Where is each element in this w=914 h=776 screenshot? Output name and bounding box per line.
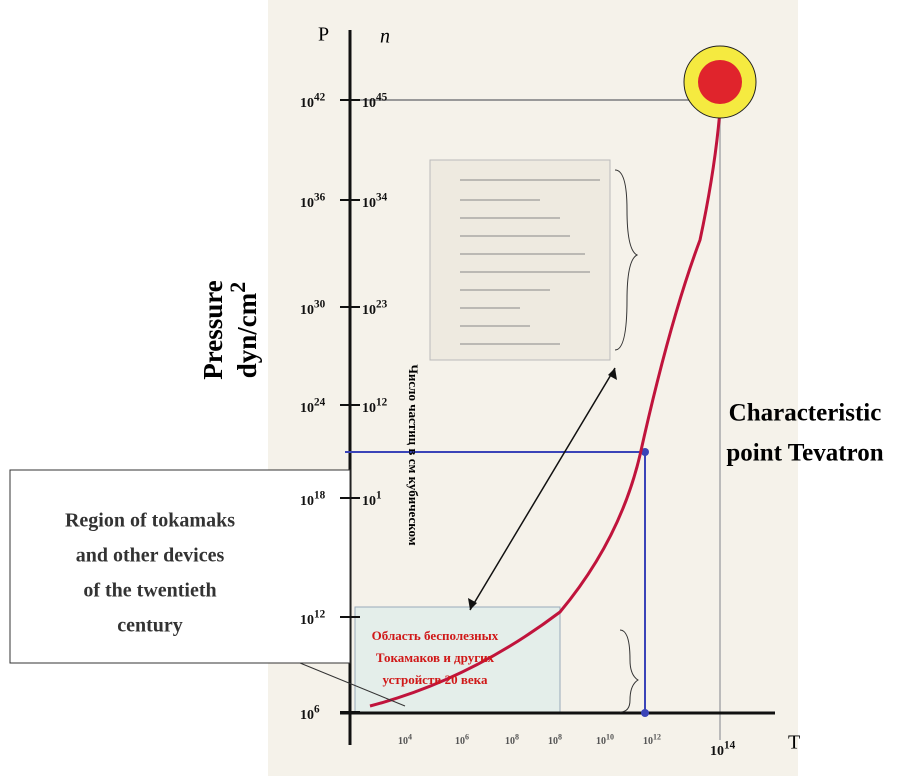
base: 10 bbox=[300, 96, 314, 111]
power-label: 106 bbox=[300, 703, 320, 723]
arrow-head bbox=[608, 368, 617, 380]
pointer-line bbox=[299, 662, 406, 707]
base: 10 bbox=[300, 494, 314, 509]
vertical-ru: Число частиц в см кубическом bbox=[406, 364, 421, 545]
power-label: 1024 bbox=[300, 396, 326, 416]
base: 10 bbox=[596, 736, 606, 747]
region-text: century bbox=[117, 615, 183, 637]
arrow-head bbox=[468, 598, 477, 610]
exponent: 42 bbox=[314, 91, 326, 103]
power-label: 1034 bbox=[362, 191, 388, 211]
tokamak-region bbox=[354, 606, 561, 713]
curve bbox=[369, 109, 722, 708]
exponent: 4 bbox=[408, 732, 412, 741]
exponent: 30 bbox=[314, 298, 326, 310]
power-label: 1023 bbox=[362, 298, 388, 318]
y-title-unit: dyn/cm bbox=[232, 292, 262, 378]
power-label: 108 bbox=[505, 732, 519, 747]
power-label: 1036 bbox=[300, 191, 326, 211]
power-label: 1042 bbox=[300, 91, 326, 111]
power-label: 106 bbox=[455, 732, 469, 747]
exponent: 12 bbox=[376, 396, 388, 408]
region-text: of the twentieth bbox=[83, 580, 216, 602]
base: 10 bbox=[505, 736, 515, 747]
power-label: 1030 bbox=[300, 298, 326, 318]
t-label: T bbox=[788, 732, 800, 754]
legend-lines bbox=[460, 179, 600, 345]
power-label: 104 bbox=[398, 732, 412, 747]
power-label: 1018 bbox=[300, 489, 326, 509]
region-text: Region of tokamaks bbox=[65, 510, 235, 532]
power-label: 1010 bbox=[596, 732, 614, 747]
power-label: 1045 bbox=[362, 91, 388, 111]
exponent: 34 bbox=[376, 191, 388, 203]
base: 10 bbox=[362, 494, 376, 509]
power-label: 1012 bbox=[643, 732, 661, 747]
power-label: 1014 bbox=[710, 739, 736, 759]
exponent: 1 bbox=[376, 489, 382, 501]
exponent: 8 bbox=[515, 732, 519, 741]
base: 10 bbox=[300, 708, 314, 723]
exponent: 10 bbox=[606, 732, 614, 741]
base: 10 bbox=[548, 736, 558, 747]
y-title-line: dyn/cm2 bbox=[225, 282, 262, 379]
exponent: 23 bbox=[376, 298, 388, 310]
exponent: 18 bbox=[314, 489, 326, 501]
base: 10 bbox=[643, 736, 653, 747]
exponent: 6 bbox=[465, 732, 469, 741]
region-box bbox=[9, 469, 351, 664]
exponent: 6 bbox=[314, 703, 320, 715]
base: 10 bbox=[362, 96, 376, 111]
base: 10 bbox=[362, 196, 376, 211]
region-ru: Область бесполезных bbox=[372, 628, 499, 643]
blue-dot bbox=[641, 448, 649, 456]
y-title-line: Pressure bbox=[198, 280, 228, 379]
exponent: 45 bbox=[376, 91, 388, 103]
brace bbox=[614, 169, 639, 351]
region-text: and other devices bbox=[76, 545, 225, 567]
region-ru: устройств 20 века bbox=[383, 672, 488, 687]
power-label: 101 bbox=[362, 489, 382, 509]
sun-core bbox=[698, 60, 742, 104]
exponent: 14 bbox=[724, 739, 736, 751]
base: 10 bbox=[300, 303, 314, 318]
base: 10 bbox=[398, 736, 408, 747]
power-label: 1012 bbox=[362, 396, 388, 416]
base: 10 bbox=[362, 303, 376, 318]
tevatron-label: point Tevatron bbox=[726, 440, 883, 467]
y-title-exp: 2 bbox=[225, 282, 250, 293]
exponent: 12 bbox=[653, 732, 661, 741]
double-arrow bbox=[469, 367, 616, 611]
power-label: 108 bbox=[548, 732, 562, 747]
legend-sheet bbox=[429, 159, 611, 361]
y-title: Pressure dyn/cm2 bbox=[198, 280, 262, 379]
base: 10 bbox=[300, 613, 314, 628]
n-label: n bbox=[380, 26, 390, 48]
p-label: P bbox=[318, 24, 329, 46]
region-ru: Токамаков и других bbox=[376, 650, 495, 665]
exponent: 12 bbox=[314, 608, 326, 620]
blue-dot bbox=[641, 709, 649, 717]
brace bbox=[619, 629, 639, 713]
power-label: 1012 bbox=[300, 608, 326, 628]
base: 10 bbox=[362, 401, 376, 416]
base: 10 bbox=[300, 196, 314, 211]
exponent: 24 bbox=[314, 396, 326, 408]
base: 10 bbox=[710, 744, 724, 759]
exponent: 8 bbox=[558, 732, 562, 741]
tevatron-label: Characteristic bbox=[729, 400, 882, 427]
base: 10 bbox=[455, 736, 465, 747]
exponent: 36 bbox=[314, 191, 326, 203]
base: 10 bbox=[300, 401, 314, 416]
